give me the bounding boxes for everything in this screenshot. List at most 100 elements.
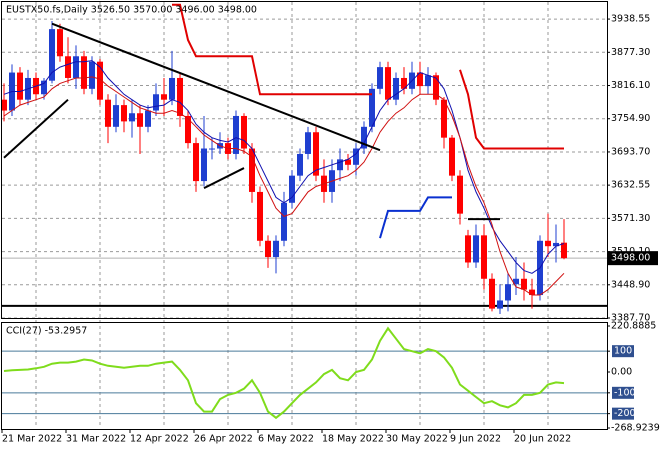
candle-body [441,99,447,138]
cci-panel-border [1,322,608,430]
candle-body [457,175,463,214]
candle-body [561,242,567,259]
candle-body [209,148,215,150]
x-tick-label: 30 May 2022 [386,434,448,445]
candle-body [417,72,423,87]
trend-line [203,167,245,190]
candle-body [265,240,271,258]
chart-title: EUSTX50.fs,Daily 3526.50 3570.00 3496.00… [6,5,257,16]
candle-body [89,61,95,89]
x-tick-label: 21 Mar 2022 [2,434,62,445]
candle-body [385,67,391,100]
candle-body [273,240,279,258]
candle-body [465,235,471,263]
y-tick-label: -200 [614,408,636,419]
x-tick-label: 9 Jun 2022 [450,434,501,445]
candle-body [369,88,375,127]
y-tick-label: -100 [614,387,636,398]
candle-body [153,94,159,111]
x-tick-label: 26 Apr 2022 [194,434,253,445]
plot-layer [1,2,607,428]
candle-body [57,29,63,57]
candle-body [289,175,295,203]
candle-body [105,99,111,127]
trend-line [51,22,381,152]
candle-body [529,289,535,296]
y-tick-label: 3632.55 [611,180,650,191]
x-tick-label: 6 May 2022 [258,434,314,445]
candle-body [353,148,359,165]
candle-body [145,110,151,127]
candle-body [257,191,263,241]
y-tick-label: 3877.30 [611,47,650,58]
candle-body [17,72,23,100]
cci-title: CCI(27) -53.2957 [6,326,87,337]
candle-body [553,242,559,247]
candle-body [497,300,503,309]
y-tick-label: 3938.55 [611,14,650,25]
candle-body [249,148,255,192]
overlay-line [3,60,565,274]
candle-body [489,278,495,309]
candle-body [193,143,199,182]
candle-body [41,80,47,95]
candle-body [1,99,7,111]
overlay-line [172,3,564,150]
candle-body [113,105,119,127]
y-tick-label: 3448.90 [611,279,650,290]
candle-body [73,56,79,78]
last-price-box [608,251,658,266]
trend-line [3,98,69,159]
candle-body [433,75,439,100]
y-tick-label: 3693.70 [611,146,650,157]
x-tick-label: 18 May 2022 [322,434,384,445]
x-tick-label: 20 Jun 2022 [514,434,571,445]
candle-body [505,284,511,301]
candle-body [161,94,167,100]
candle-body [401,77,407,89]
candle-body [233,115,239,154]
y-tick-label: 0.00 [611,366,632,377]
candle-body [305,132,311,154]
candle-body [545,240,551,247]
candle-body [481,235,487,279]
candle-body [345,159,351,165]
candle-body [425,75,431,87]
candle-body [49,29,55,81]
candle-body [521,278,527,290]
candle-body [201,148,207,182]
candle-body [281,202,287,241]
overlay-line [379,196,452,239]
y-tick-label: 3754.90 [611,113,650,124]
main-panel-border [1,1,608,319]
candle-body [377,67,383,89]
last-price-label: 3498.00 [611,253,650,264]
candle-body [121,105,127,122]
candle-body [177,77,183,116]
y-tick-label: 3387.70 [611,313,650,324]
candle-body [449,137,455,176]
candle-body [337,159,343,171]
level-label-box [612,407,634,420]
candle-body [473,235,479,263]
overlay-line [3,76,565,296]
candle-body [241,115,247,149]
candle-body [313,132,319,176]
candle-body [297,153,303,176]
y-tick-label: 3816.10 [611,80,650,91]
candle-body [65,56,71,78]
y-tick-label: 220.8885 [611,321,656,332]
candle-body [129,113,135,122]
x-tick-label: 31 Mar 2022 [66,434,126,445]
level-label-box [612,386,634,399]
candle-body [185,115,191,144]
candle-body [169,77,175,100]
y-tick-label: 100 [614,346,632,357]
candle-body [97,61,103,100]
x-tick-label: 12 Apr 2022 [130,434,189,445]
y-tick-label: -268.9239 [611,423,660,434]
cci-line [3,326,565,420]
